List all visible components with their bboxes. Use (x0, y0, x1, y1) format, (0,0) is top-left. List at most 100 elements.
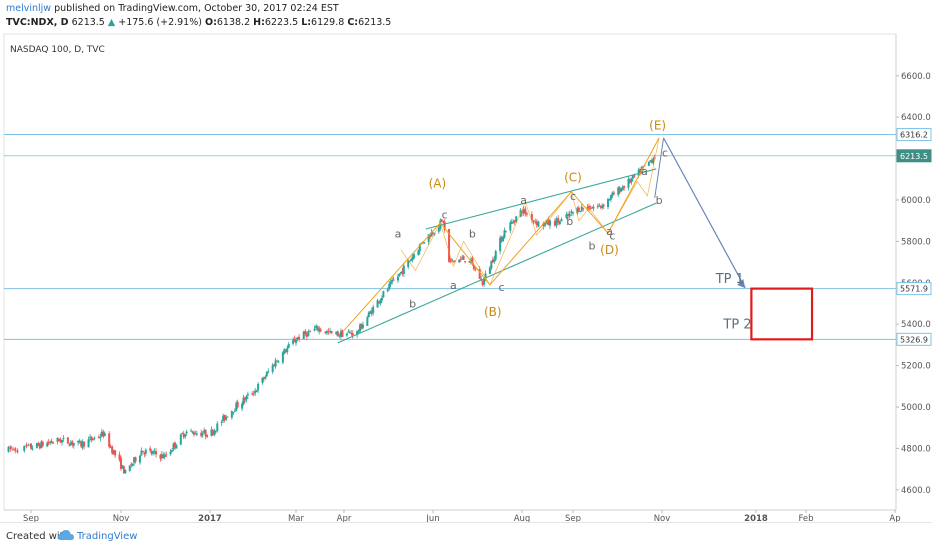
x-tick-label: Mar (288, 514, 305, 522)
candle-body (592, 206, 595, 209)
candle-body (307, 331, 310, 336)
candle-body (201, 433, 204, 436)
candle-body (589, 208, 592, 210)
candle-body (203, 430, 206, 434)
x-tick-label: 2017 (198, 514, 222, 522)
candle-body (504, 231, 507, 233)
sub-wave-label: c (609, 229, 615, 242)
candle-body (23, 445, 26, 452)
candle-body (296, 337, 299, 340)
candle-body (515, 216, 518, 222)
candle-body (649, 160, 652, 162)
tradingview-brand[interactable]: TradingView (77, 531, 138, 542)
price-label: 5571.9 (900, 285, 928, 294)
candle-body (576, 207, 579, 214)
candle-body (521, 211, 523, 214)
price-label: 5326.9 (900, 335, 928, 344)
candle-body (97, 436, 100, 438)
candle-body (80, 441, 83, 447)
candle-body (185, 431, 188, 434)
candle-body (316, 326, 319, 331)
candle-body (432, 232, 434, 234)
price-label: 6316.2 (900, 131, 928, 140)
candle-body (427, 234, 430, 242)
candle-body (313, 328, 316, 331)
candle-body (265, 371, 268, 377)
candle-body (9, 446, 12, 450)
candle-body (89, 437, 92, 439)
candle-body (647, 161, 650, 166)
candle-body (141, 450, 144, 453)
candle-body (336, 331, 339, 337)
candle-body (233, 410, 236, 412)
candle-body (357, 331, 360, 333)
candle-body (386, 289, 389, 292)
candle-body (171, 450, 174, 452)
candle-body (548, 220, 551, 226)
price-label-box (896, 282, 932, 296)
sub-wave-path (400, 137, 660, 286)
candle-body (242, 397, 245, 405)
candle-body (204, 429, 207, 437)
candle-body (163, 454, 166, 458)
sub-wave-label: a (520, 194, 527, 207)
candle-body (241, 403, 244, 409)
candle-body (601, 205, 604, 209)
sub-wave-label: b (566, 215, 573, 228)
candle-body (558, 220, 561, 224)
candle-body (545, 220, 548, 224)
candle-body (612, 192, 615, 195)
candle-body (369, 311, 372, 314)
candle-body (468, 261, 471, 263)
sub-wave-label: a (606, 225, 613, 238)
candle-body (490, 260, 493, 269)
candle-body (448, 228, 451, 262)
candle-body (330, 331, 333, 333)
candle-body (108, 433, 111, 447)
candle-body (577, 207, 580, 212)
projection-line (663, 137, 746, 289)
candle-body (350, 332, 353, 334)
price-chart[interactable]: NASDAQ 100, D, TVC 4600.0 4800.0 5000.0 5200… (0, 32, 932, 522)
candle-body (246, 394, 249, 396)
target-label: TP 2 (722, 317, 751, 332)
candle-body (370, 310, 373, 314)
candle-body (493, 258, 496, 262)
candle-body (338, 335, 341, 337)
candle-body (118, 454, 121, 460)
sub-wave-label: c (442, 209, 448, 222)
candle-body (325, 331, 328, 334)
candle-body (255, 390, 258, 393)
price-label-box (896, 128, 932, 142)
candle-body (302, 331, 305, 340)
candle-body (99, 436, 102, 439)
candle-body (565, 214, 568, 218)
candle-body (398, 273, 401, 276)
candle-body (60, 439, 63, 443)
candle-body (449, 260, 452, 262)
candle-body (329, 330, 332, 332)
candle-body (542, 223, 545, 227)
candle-body (356, 330, 359, 336)
plot-frame (3, 33, 897, 511)
x-tick-label: Jun (425, 514, 439, 522)
candle-body (596, 206, 599, 208)
candle-body (418, 244, 421, 252)
candle-body (281, 352, 284, 363)
author-link[interactable]: melvinljw (6, 3, 52, 14)
candle-body (494, 250, 497, 260)
sub-wave-label: c (570, 190, 576, 203)
candle-body (262, 377, 265, 379)
candle-body (567, 214, 570, 216)
candle-body (225, 416, 228, 420)
candle-body (40, 441, 43, 448)
candle-body (628, 179, 631, 183)
candle-body (484, 273, 487, 280)
candle-body (570, 211, 573, 213)
candle-body (462, 256, 465, 260)
x-tick-label: Sep (565, 514, 581, 522)
candle-body (464, 261, 467, 263)
candle-body (590, 207, 593, 209)
x-tick-label: 2018 (744, 514, 768, 522)
candle-body (59, 439, 62, 443)
